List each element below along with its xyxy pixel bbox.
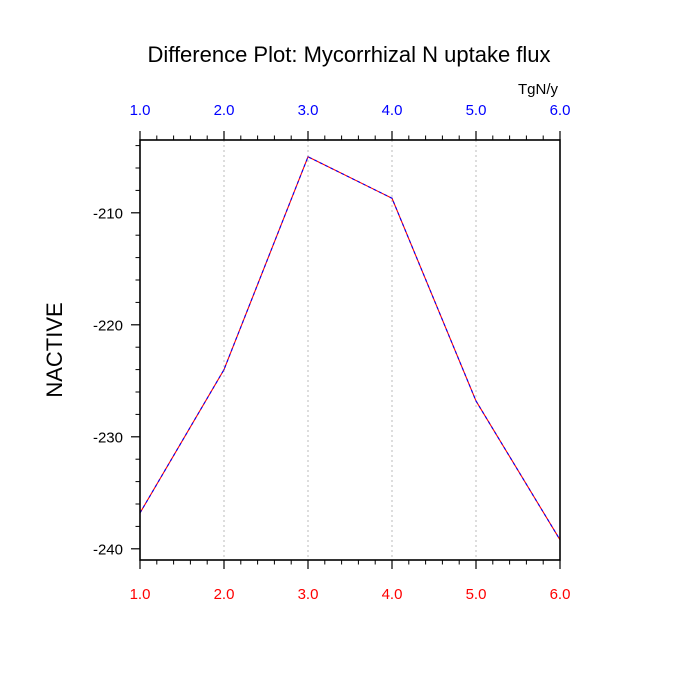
grid-lines (223, 140, 477, 560)
units-label: TgN/y (518, 81, 559, 98)
series-line-dash-0 (139, 156, 561, 541)
x-tick-label-top-1: 2.0 (214, 102, 235, 119)
y-tick-label-1: -220 (93, 317, 123, 334)
data-point-3 (391, 197, 393, 199)
x-tick-label-bottom-1: 2.0 (214, 586, 235, 603)
x-tick-label-bottom-3: 4.0 (382, 586, 403, 603)
x-tick-label-bottom-0: 1.0 (130, 586, 151, 603)
y-tick-label-0: -210 (93, 205, 123, 222)
y-tick-label-2: -230 (93, 429, 123, 446)
x-tick-label-bottom-5: 6.0 (550, 586, 571, 603)
series-line-0 (139, 156, 561, 541)
y-tick-label-3: -240 (93, 541, 123, 558)
y-axis-label: NACTIVE (42, 302, 67, 397)
x-tick-label-bottom-2: 3.0 (298, 586, 319, 603)
tick-labels: 1.0 1.0 2.0 2.0 3.0 3.0 4.0 4.0 5.0 5.0 6.0 6.0 -210… (93, 102, 570, 603)
chart-title: Difference Plot: Mycorrhizal N uptake fl… (147, 42, 550, 67)
series-layer (139, 156, 561, 541)
x-tick-label-top-5: 6.0 (550, 102, 571, 119)
data-point-4 (475, 400, 477, 402)
x-tick-label-top-3: 4.0 (382, 102, 403, 119)
data-point-2 (307, 156, 309, 158)
axis-ticks (131, 131, 561, 569)
data-point-1 (223, 369, 225, 371)
x-tick-label-top-0: 1.0 (130, 102, 151, 119)
x-tick-label-bottom-4: 5.0 (466, 586, 487, 603)
x-tick-label-top-4: 5.0 (466, 102, 487, 119)
x-tick-label-top-2: 3.0 (298, 102, 319, 119)
plot-frame (139, 139, 561, 561)
